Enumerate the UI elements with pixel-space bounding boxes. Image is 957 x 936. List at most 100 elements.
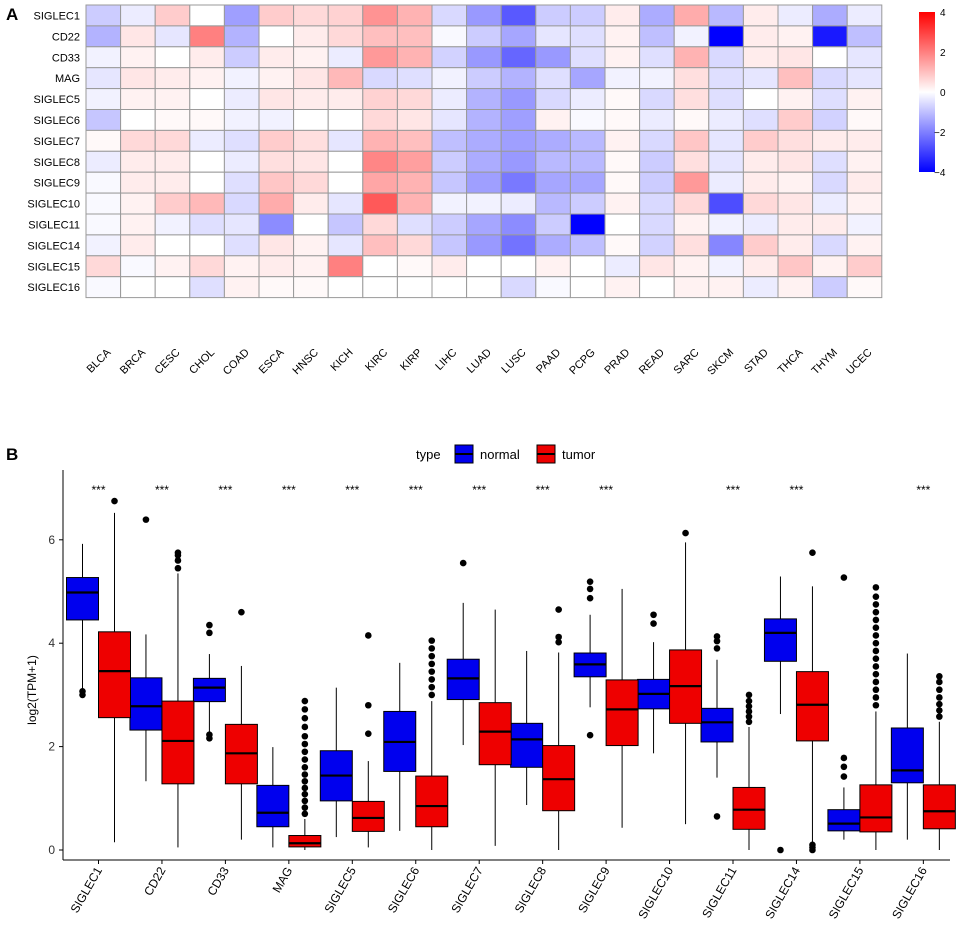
heatmap-cell xyxy=(846,255,883,278)
heatmap-cell xyxy=(604,213,641,236)
heatmap-cell xyxy=(535,25,571,48)
heatmap-cell xyxy=(85,234,122,257)
heatmap-cell xyxy=(466,255,502,278)
heatmap-cell xyxy=(466,4,502,27)
heatmap-column-label: HNSC xyxy=(290,347,321,378)
heatmap-column-label: ESCA xyxy=(257,346,287,376)
heatmap-column-label: UCEC xyxy=(844,347,875,378)
significance-label: *** xyxy=(282,483,296,497)
heatmap-cell xyxy=(846,276,883,299)
outlier-point xyxy=(301,748,309,756)
heatmap-row-label: SIGLEC16 xyxy=(27,282,80,294)
heatmap-cell xyxy=(673,129,710,152)
heatmap-cell xyxy=(639,4,675,27)
box-iqr xyxy=(98,631,131,719)
outlier-point xyxy=(111,497,118,505)
heatmap-column-label: SARC xyxy=(672,347,702,377)
heatmap-cell xyxy=(466,171,502,194)
heatmap-cell xyxy=(327,129,364,152)
box-normal xyxy=(890,653,924,840)
heatmap-cell xyxy=(535,88,571,110)
heatmap-cell xyxy=(258,150,295,173)
outlier-point xyxy=(936,672,943,680)
heatmap-cell xyxy=(708,192,744,215)
outlier-point xyxy=(872,686,880,694)
heatmap-color-legend: 4 2 0 −2 −4 xyxy=(919,8,946,179)
heatmap-row-label: MAG xyxy=(55,73,80,85)
box-tumor xyxy=(351,632,385,848)
heatmap-cell xyxy=(258,171,295,194)
heatmap-cell xyxy=(431,88,468,110)
heatmap-cell xyxy=(535,109,571,131)
y-tick-label: 2 xyxy=(48,740,55,754)
heatmap-cell xyxy=(293,109,329,131)
heatmap-cell xyxy=(189,213,225,236)
heatmap-cell xyxy=(189,25,225,48)
heatmap-cell xyxy=(154,67,191,90)
x-tick-label: MAG xyxy=(270,865,296,896)
heatmap-cell xyxy=(154,213,191,236)
heatmap-cell xyxy=(500,192,537,215)
heatmap-cell xyxy=(189,109,225,131)
outlier-point xyxy=(301,740,309,748)
box-iqr xyxy=(256,784,290,828)
heatmap-cell xyxy=(120,46,156,69)
box-iqr xyxy=(66,577,99,621)
heatmap-cell xyxy=(708,4,744,27)
heatmap-cell xyxy=(500,276,537,299)
outlier-point xyxy=(301,790,309,798)
x-tick-label: SIGLEC7 xyxy=(448,864,486,915)
heatmap-cell xyxy=(154,4,191,27)
box-normal xyxy=(573,578,607,739)
outlier-point xyxy=(872,632,880,639)
heatmap-cell xyxy=(258,46,295,69)
heatmap-cell xyxy=(708,276,744,299)
box-tumor xyxy=(605,588,639,828)
heatmap-cell xyxy=(466,213,502,236)
box-tumor xyxy=(224,608,258,840)
heatmap-cell xyxy=(742,213,779,236)
outlier-point xyxy=(809,549,816,557)
outlier-point xyxy=(206,731,213,739)
outlier-point xyxy=(174,564,182,572)
heatmap-cell xyxy=(673,150,710,173)
heatmap-cell xyxy=(293,4,329,27)
heatmap-cell xyxy=(604,25,641,48)
box-normal xyxy=(383,662,417,831)
heatmap-cell xyxy=(293,276,329,299)
heatmap-cell xyxy=(431,109,468,131)
outlier-point xyxy=(555,606,562,613)
x-tick-label: SIGLEC8 xyxy=(512,864,550,915)
outlier-point xyxy=(586,594,594,602)
heatmap-cell xyxy=(708,129,744,152)
outlier-point xyxy=(936,713,943,720)
heatmap-cell xyxy=(604,234,641,257)
heatmap-cell xyxy=(85,213,122,236)
heatmap-cell xyxy=(189,192,225,215)
boxplot-legend: type normal tumor xyxy=(416,444,596,464)
heatmap-column-label: STAD xyxy=(742,347,771,376)
heatmap-cell xyxy=(362,213,398,236)
outlier-point xyxy=(872,694,880,701)
heatmap-cell xyxy=(535,150,571,173)
legend-tick-label: −2 xyxy=(934,128,946,139)
outlier-point xyxy=(872,608,880,616)
heatmap-cell xyxy=(189,171,225,194)
heatmap-cell xyxy=(327,46,364,69)
box-normal xyxy=(637,611,671,754)
heatmap-cell xyxy=(327,25,364,48)
heatmap-cell xyxy=(189,88,225,110)
heatmap-cell xyxy=(362,88,398,110)
x-tick-label: SIGLEC10 xyxy=(635,864,676,921)
panel-b-label: B xyxy=(6,445,18,464)
heatmap-column-label: LIHC xyxy=(433,347,459,373)
heatmap-cell xyxy=(673,25,710,48)
heatmap-column-label: BLCA xyxy=(85,346,114,375)
box-iqr xyxy=(605,679,639,747)
box-normal xyxy=(510,650,544,806)
outlier-point xyxy=(428,660,436,668)
heatmap-cell xyxy=(154,129,191,152)
outlier-point xyxy=(301,732,309,740)
outlier-point xyxy=(428,645,436,652)
significance-label: *** xyxy=(599,483,613,497)
